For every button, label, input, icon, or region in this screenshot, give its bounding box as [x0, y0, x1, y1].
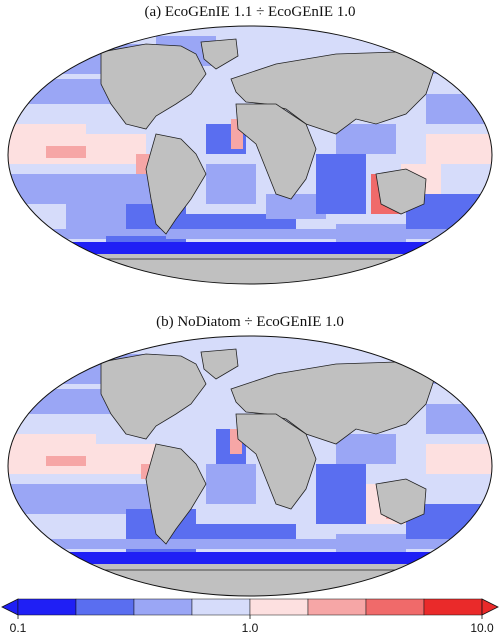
colorbar-bin-7 — [423, 598, 483, 616]
colorbar-bin-4 — [249, 598, 309, 616]
map-panel-a — [7, 25, 493, 285]
south-america — [145, 133, 207, 235]
colorbar-bin-2 — [133, 598, 193, 616]
map-outline — [7, 25, 493, 285]
map-panel-b — [7, 335, 493, 597]
australia — [375, 478, 427, 525]
south-america — [145, 443, 207, 545]
map-outline — [7, 335, 493, 597]
colorbar: 0.1 1.0 10.0 — [1, 598, 499, 635]
greenland — [200, 38, 239, 70]
tick-label-max: 10.0 — [470, 621, 494, 635]
colorbar-bin-0 — [17, 598, 77, 616]
colorbar-under-arrow — [1, 598, 19, 616]
africa — [235, 103, 317, 200]
greenland — [200, 348, 239, 380]
antarctica — [8, 569, 492, 596]
eurasia — [230, 361, 437, 445]
panel-b-title: (b) NoDiatom ÷ EcoGEnIE 1.0 — [156, 314, 344, 330]
antarctica — [8, 258, 492, 284]
colorbar-bins — [17, 598, 483, 616]
australia — [375, 168, 427, 215]
colorbar-bin-6 — [365, 598, 425, 616]
panel-a-title: (a) EcoGEnIE 1.1 ÷ EcoGEnIE 1.0 — [144, 4, 356, 20]
africa — [235, 413, 317, 510]
north-america — [100, 353, 207, 440]
land-masses — [8, 38, 492, 284]
eurasia — [230, 51, 437, 135]
colorbar-bin-5 — [307, 598, 367, 616]
tick-label-mid: 1.0 — [242, 621, 259, 635]
north-america — [100, 43, 207, 130]
tick-label-min: 0.1 — [10, 621, 27, 635]
colorbar-bin-1 — [75, 598, 135, 616]
colorbar-over-arrow — [481, 598, 499, 616]
colorbar-bin-3 — [191, 598, 251, 616]
